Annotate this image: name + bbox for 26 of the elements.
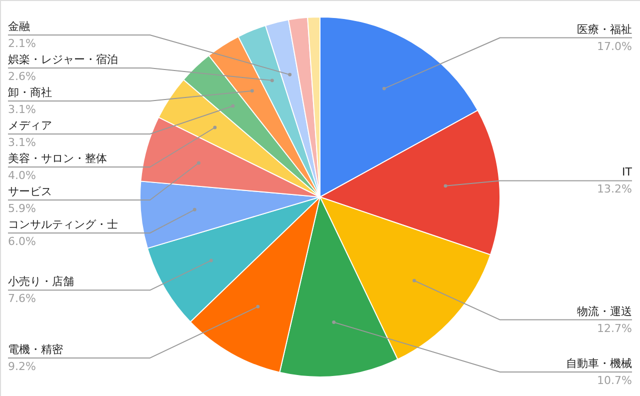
slice-label: 美容・サロン・整体 [8,152,107,165]
data-label: 7.6% [8,292,36,306]
data-label: 13.2% [597,182,632,196]
data-label: 3.1% [8,136,36,149]
data-label: 2.1% [8,37,36,50]
data-label: 2.6% [8,70,36,83]
slice-label: 金融 [8,20,30,33]
slice-label: IT [622,166,632,179]
slice-label: サービス [8,185,52,198]
data-label: 5.9% [8,202,36,215]
slice-label: 小売り・店舗 [8,275,74,288]
slice-label: 物流・運送 [577,304,632,318]
slice-label: 卸・商社 [8,86,52,99]
data-label: 3.1% [8,103,36,116]
data-label: 12.7% [597,322,632,335]
data-label: 17.0% [597,40,632,53]
slice-label: 娯楽・レジャー・宿泊 [8,53,118,66]
data-label: 9.2% [8,360,36,373]
slice-label: コンサルティング・士 [8,218,118,231]
slice-label: メディア [8,119,52,132]
data-label: 6.0% [8,235,36,248]
data-label: 10.7% [597,374,632,387]
slice-label: 医療・福祉 [577,22,632,36]
slice-label: 電機・精密 [8,342,63,356]
data-label: 4.0% [8,169,36,182]
slice-label: 自動車・機械 [566,357,632,370]
